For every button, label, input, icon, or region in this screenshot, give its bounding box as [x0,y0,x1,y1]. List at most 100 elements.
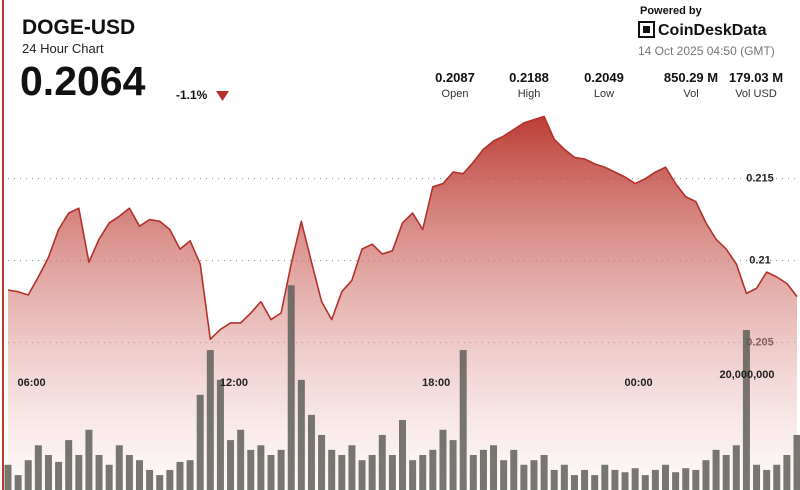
x-tick-label: 12:00 [220,377,248,389]
volume-bar [388,455,396,490]
stat-label: Vol USD [735,88,777,100]
volume-bar [550,469,558,490]
volume-bar [277,449,285,490]
volume-bar [682,468,690,490]
stat: 0.2087 Open [415,70,495,100]
volume-bar [611,469,619,490]
volume-bar [125,455,133,490]
volume-bar [449,440,457,490]
stat: 0.2049 Low [564,70,644,100]
x-tick-label: 00:00 [624,377,652,389]
volume-bar [722,455,730,490]
volume-bar [237,429,245,490]
stat-value: 0.2087 [435,70,475,85]
volume-bar [176,461,184,490]
volume-bar [783,455,791,490]
y-tick-label: 0.21 [749,254,770,266]
volume-bar [773,464,781,490]
timestamp: 14 Oct 2025 04:50 (GMT) [638,44,775,58]
volume-bar [540,455,548,490]
volume-bar [490,445,498,490]
volume-bar [156,475,164,490]
volume-bar [4,464,12,490]
title: DOGE-USD [22,16,136,39]
volume-bar [763,469,771,490]
volume-bar [358,460,366,490]
volume-bar [14,475,22,490]
brand: CoinDeskData [658,22,767,39]
volume-bar [702,460,710,490]
x-tick-label: 18:00 [422,377,450,389]
volume-bar [570,475,578,490]
stat: 0.2188 High [489,70,569,100]
volume-bar [328,449,336,490]
volume-bar [692,469,700,490]
change: -1.1% [176,88,208,102]
volume-bar [378,434,386,490]
volume-bar [439,429,447,490]
stat-value: 0.2049 [584,70,624,85]
volume-bar [146,469,154,490]
stat-label: Low [593,88,615,100]
volume-bar [591,475,599,490]
stat-label: Vol [683,88,699,100]
volume-bar [459,350,467,490]
stat-value: 179.03 M [728,70,784,85]
volume-bar [206,350,214,490]
stat-value: 0.2188 [509,70,549,85]
volume-bar [34,445,42,490]
volume-bar [115,445,123,490]
volume-bar [520,464,528,490]
volume-bar [419,455,427,490]
volume-bar [287,285,295,490]
volume-bar [500,460,508,490]
price-line [7,115,798,340]
volume-bar [399,420,406,490]
stat: 850.29 M Vol [651,70,731,100]
volume-bar [651,469,659,490]
volume-bar [753,464,761,490]
volume-bar [227,440,235,490]
volume-bar [196,394,204,490]
volume-bar [297,379,305,490]
volume-bar [601,464,609,490]
stat: 179.03 M Vol USD [716,70,796,100]
volume-bar [672,472,680,490]
volume-bar [368,455,376,490]
stat-label: High [517,88,541,100]
volume-bar [348,445,356,490]
volume-bar [166,469,174,490]
brand-logo [638,21,655,38]
volume-bar [479,449,487,490]
volume-bar [24,460,32,490]
volume-bar [429,449,437,490]
y-tick-label: 0.215 [746,173,774,185]
volume-bar [65,440,73,490]
volume-bar [662,464,669,490]
volume-bar [186,460,194,490]
volume-bar [267,455,275,490]
volume-bar [510,449,518,490]
y2-tick-label: 20,000,000 [719,369,774,381]
volume-bar [318,434,326,490]
volume-bar [641,475,649,490]
volume-bar [581,469,589,490]
powered-by: Powered by [640,5,702,17]
volume-bar [732,445,740,490]
volume-bar [85,429,93,490]
volume-bar [247,449,255,490]
stat-label: Open [441,88,469,100]
down-arrow [216,91,229,101]
volume-bar [105,464,113,490]
volume-bar [95,455,103,490]
volume-bar [257,445,265,490]
price: 0.2064 [20,58,146,104]
volume-bar [469,455,477,490]
subtitle: 24 Hour Chart [22,41,104,56]
volume-bar [55,461,63,490]
volume-bar [44,455,52,490]
volume-bar [793,434,800,490]
